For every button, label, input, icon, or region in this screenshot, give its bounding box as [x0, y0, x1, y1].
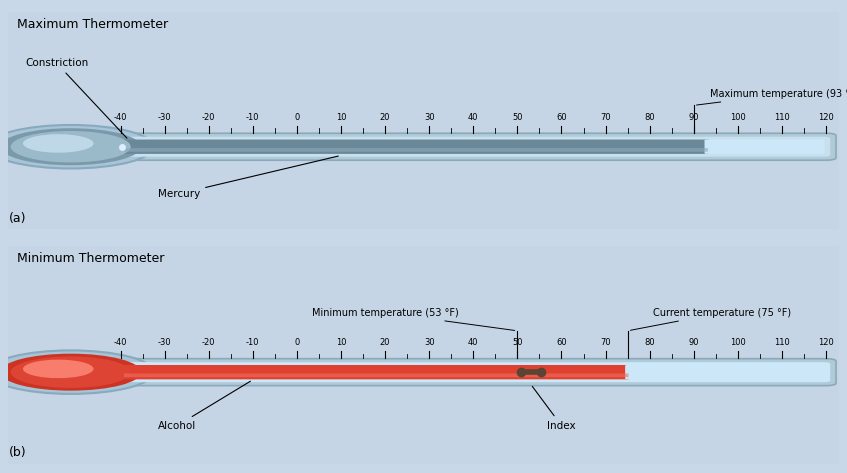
- Text: 100: 100: [730, 338, 745, 347]
- Text: Minimum temperature (53 °F): Minimum temperature (53 °F): [312, 308, 515, 331]
- FancyBboxPatch shape: [116, 362, 830, 382]
- FancyBboxPatch shape: [111, 359, 836, 385]
- Circle shape: [11, 357, 130, 388]
- Text: 120: 120: [818, 113, 834, 122]
- Text: 110: 110: [774, 338, 790, 347]
- Circle shape: [0, 350, 154, 394]
- Text: 50: 50: [512, 338, 523, 347]
- Text: -20: -20: [202, 113, 215, 122]
- Text: 40: 40: [468, 338, 479, 347]
- Text: Current temperature (75 °F): Current temperature (75 °F): [630, 308, 790, 330]
- Text: (a): (a): [8, 212, 26, 225]
- Text: -10: -10: [246, 113, 259, 122]
- Text: 10: 10: [335, 113, 346, 122]
- Text: Minimum Thermometer: Minimum Thermometer: [17, 253, 164, 265]
- Text: 50: 50: [512, 113, 523, 122]
- Text: -40: -40: [113, 113, 127, 122]
- Text: 20: 20: [379, 338, 390, 347]
- FancyBboxPatch shape: [124, 374, 628, 377]
- Circle shape: [0, 125, 154, 168]
- Text: 70: 70: [601, 113, 611, 122]
- Text: -30: -30: [158, 113, 171, 122]
- Text: Constriction: Constriction: [25, 58, 127, 138]
- Circle shape: [11, 131, 130, 162]
- FancyBboxPatch shape: [124, 148, 708, 152]
- Text: -10: -10: [246, 338, 259, 347]
- Text: -30: -30: [158, 338, 171, 347]
- Text: Mercury: Mercury: [158, 156, 338, 199]
- Text: Index: Index: [532, 386, 576, 431]
- FancyBboxPatch shape: [111, 133, 836, 160]
- Text: 70: 70: [601, 338, 611, 347]
- FancyBboxPatch shape: [116, 137, 830, 157]
- Text: 60: 60: [556, 113, 567, 122]
- Text: 80: 80: [645, 113, 655, 122]
- FancyBboxPatch shape: [122, 140, 710, 154]
- Circle shape: [23, 134, 93, 153]
- Text: 0: 0: [294, 338, 300, 347]
- Circle shape: [0, 354, 141, 391]
- Text: 20: 20: [379, 113, 390, 122]
- Text: 40: 40: [468, 113, 479, 122]
- Circle shape: [23, 359, 93, 378]
- FancyBboxPatch shape: [705, 140, 824, 154]
- Text: -20: -20: [202, 338, 215, 347]
- FancyBboxPatch shape: [122, 365, 630, 379]
- Text: Alcohol: Alcohol: [158, 381, 251, 431]
- Text: Maximum Thermometer: Maximum Thermometer: [17, 18, 168, 31]
- Text: 60: 60: [556, 338, 567, 347]
- Text: 80: 80: [645, 338, 655, 347]
- Text: 30: 30: [424, 338, 435, 347]
- Text: Maximum temperature (93 °F): Maximum temperature (93 °F): [696, 89, 847, 105]
- Circle shape: [0, 128, 141, 165]
- Text: (b): (b): [8, 446, 26, 459]
- Text: 110: 110: [774, 113, 790, 122]
- Text: -40: -40: [113, 338, 127, 347]
- Text: 0: 0: [294, 113, 300, 122]
- Text: 90: 90: [689, 338, 699, 347]
- Text: 30: 30: [424, 113, 435, 122]
- Text: 10: 10: [335, 338, 346, 347]
- Text: 100: 100: [730, 113, 745, 122]
- FancyBboxPatch shape: [625, 365, 824, 379]
- Text: 90: 90: [689, 113, 699, 122]
- Text: 120: 120: [818, 338, 834, 347]
